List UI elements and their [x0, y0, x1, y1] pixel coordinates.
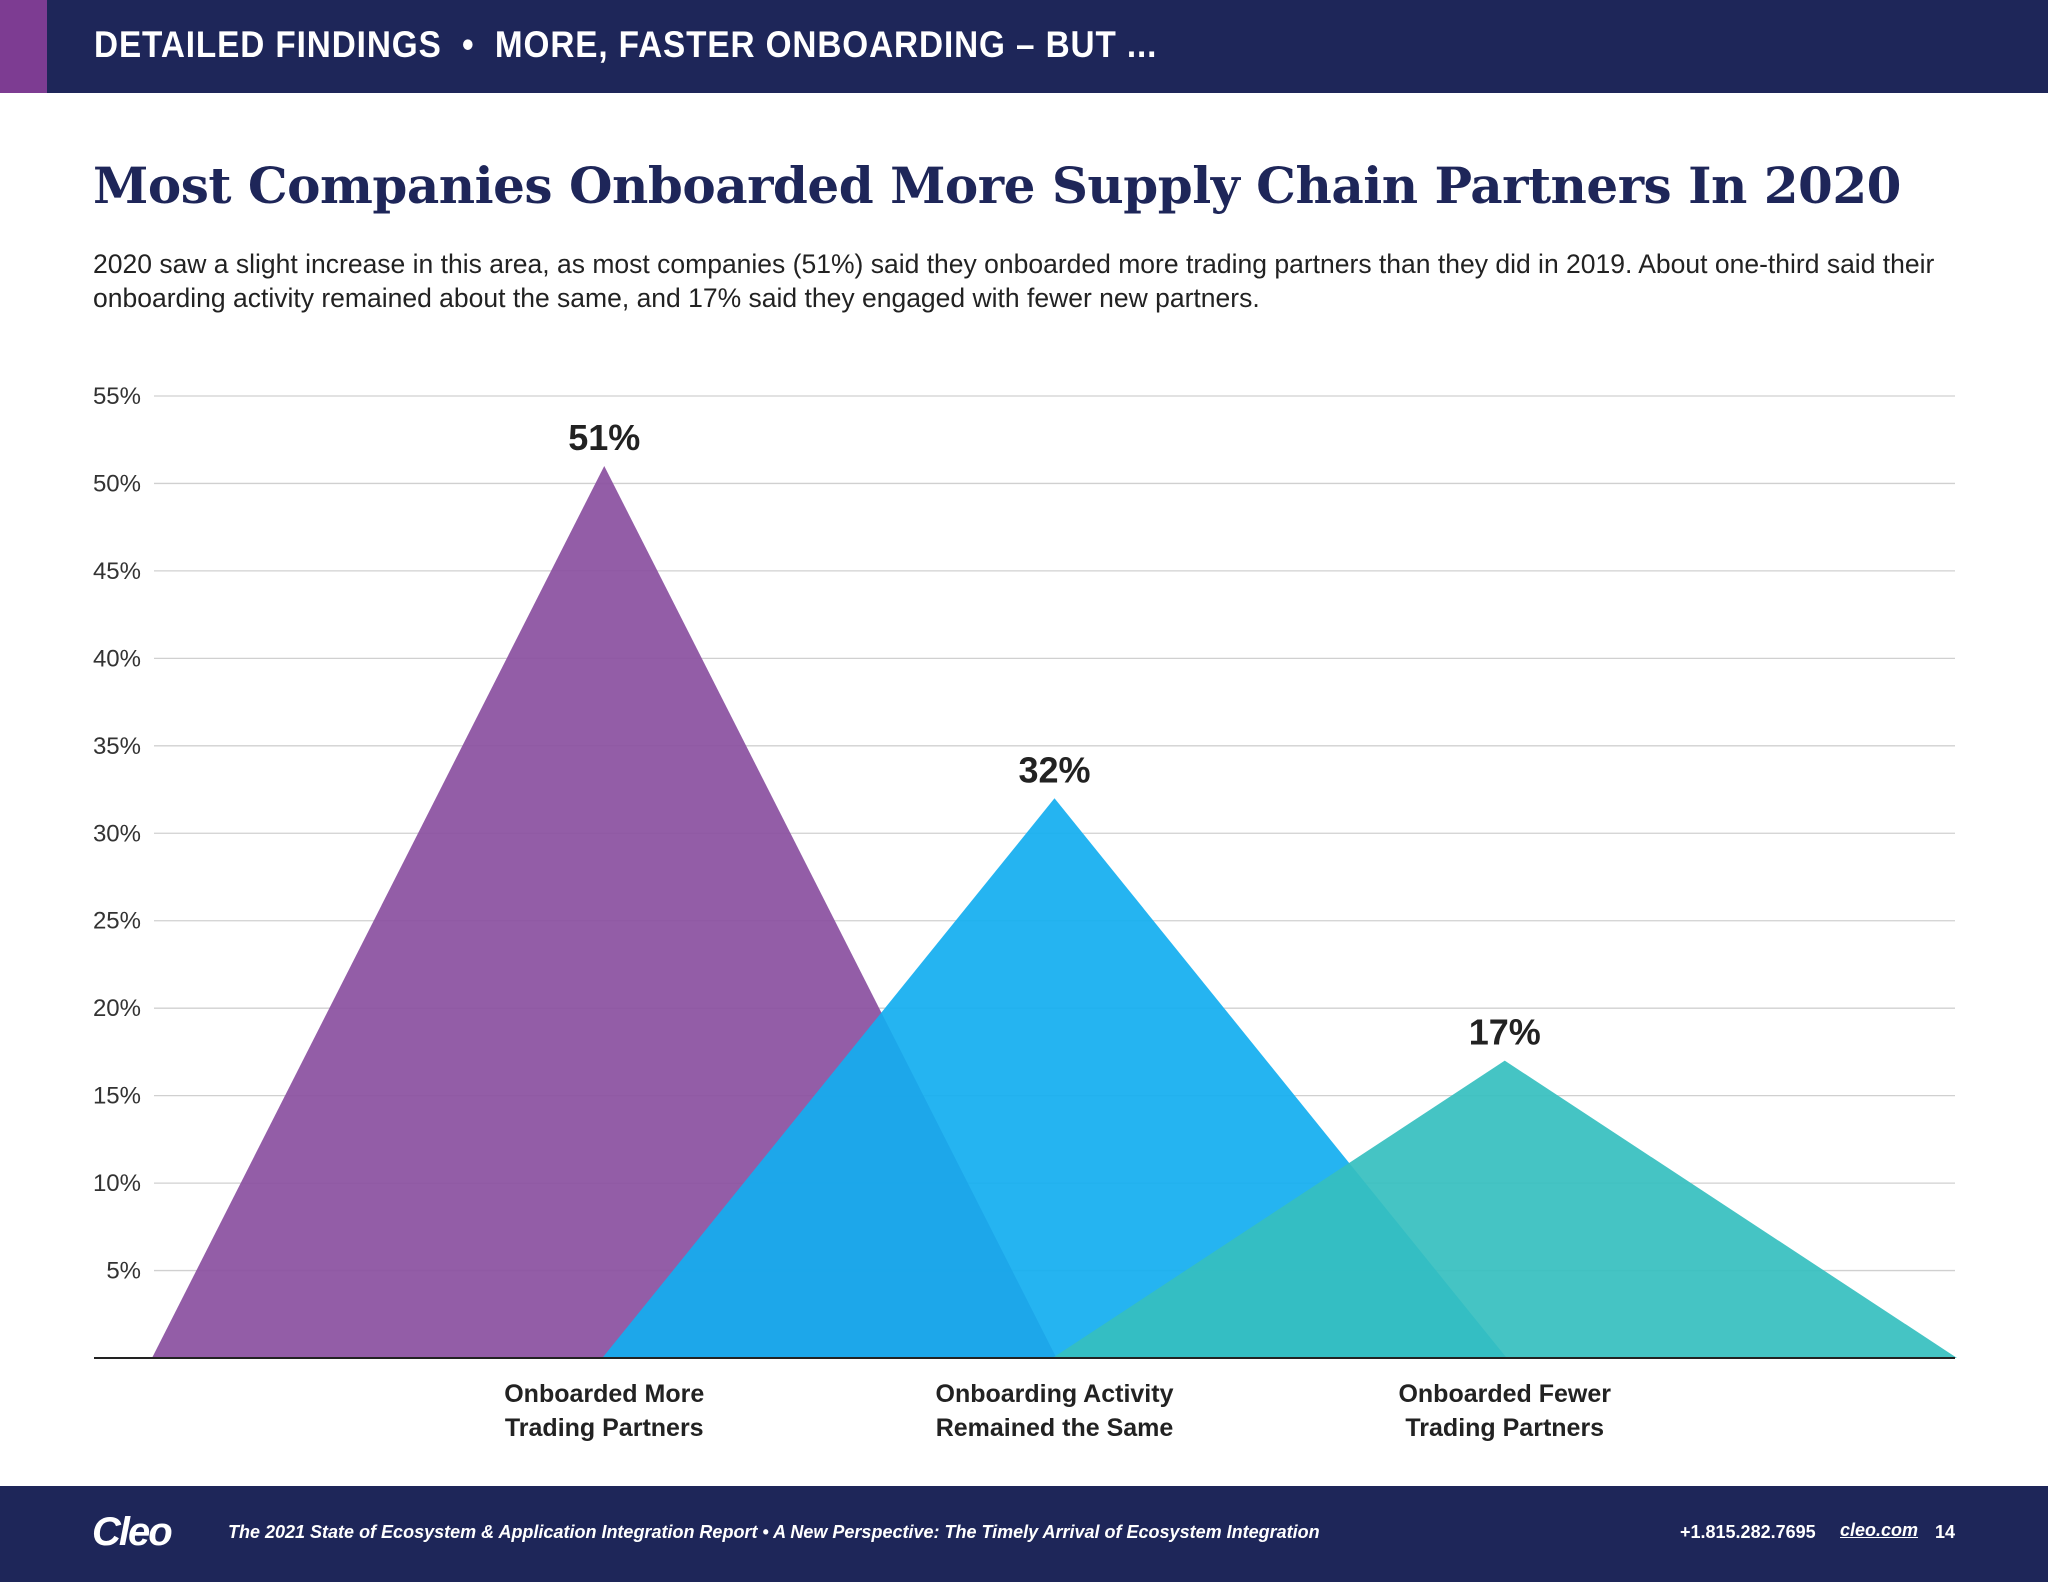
intro-paragraph: 2020 saw a slight increase in this area,… — [93, 249, 1935, 313]
y-tick-label: 30% — [93, 820, 141, 847]
header-accent — [0, 0, 47, 93]
category-label: Onboarded More — [504, 1380, 704, 1408]
data-label: 17% — [1469, 1012, 1541, 1053]
category-label: Onboarding Activity — [936, 1380, 1174, 1408]
website-link[interactable]: cleo.com — [1840, 1520, 1919, 1540]
category-label: Onboarded Fewer — [1398, 1380, 1611, 1408]
header-bar: DETAILED FINDINGS • MORE, FASTER ONBOARD… — [0, 0, 2048, 93]
y-tick-label: 25% — [93, 908, 141, 935]
triangle-chart: 5% 10% 15% 20% 25% 30% 35% 40% 45% 50% 55% 51% Onboa… — [93, 383, 1957, 1442]
y-tick-label: 35% — [93, 733, 141, 760]
y-tick-label: 50% — [93, 470, 141, 497]
y-tick-label: 15% — [93, 1083, 141, 1110]
y-tick-label: 10% — [93, 1170, 141, 1197]
cleo-logo: Cleo — [92, 1510, 173, 1554]
category-label: Trading Partners — [505, 1414, 704, 1442]
report-title: The 2021 State of Ecosystem & Applicatio… — [228, 1522, 1320, 1542]
triangle-bar — [1052, 1060, 1957, 1358]
y-tick-label: 45% — [93, 558, 141, 585]
y-tick-label: 40% — [93, 645, 141, 672]
page-number: 14 — [1935, 1522, 1956, 1542]
data-label: 32% — [1018, 749, 1090, 790]
data-label: 51% — [568, 417, 640, 458]
category-label: Remained the Same — [936, 1414, 1174, 1442]
page-title: Most Companies Onboarded More Supply Cha… — [93, 156, 1901, 215]
y-tick-label: 55% — [93, 383, 141, 410]
phone-number: +1.815.282.7695 — [1680, 1522, 1816, 1542]
y-tick-label: 20% — [93, 995, 141, 1022]
category-label: Trading Partners — [1405, 1414, 1604, 1442]
footer: Cleo The 2021 State of Ecosystem & Appli… — [0, 1486, 2048, 1582]
header-title: DETAILED FINDINGS • MORE, FASTER ONBOARD… — [94, 24, 1158, 65]
y-tick-label: 5% — [106, 1258, 141, 1285]
